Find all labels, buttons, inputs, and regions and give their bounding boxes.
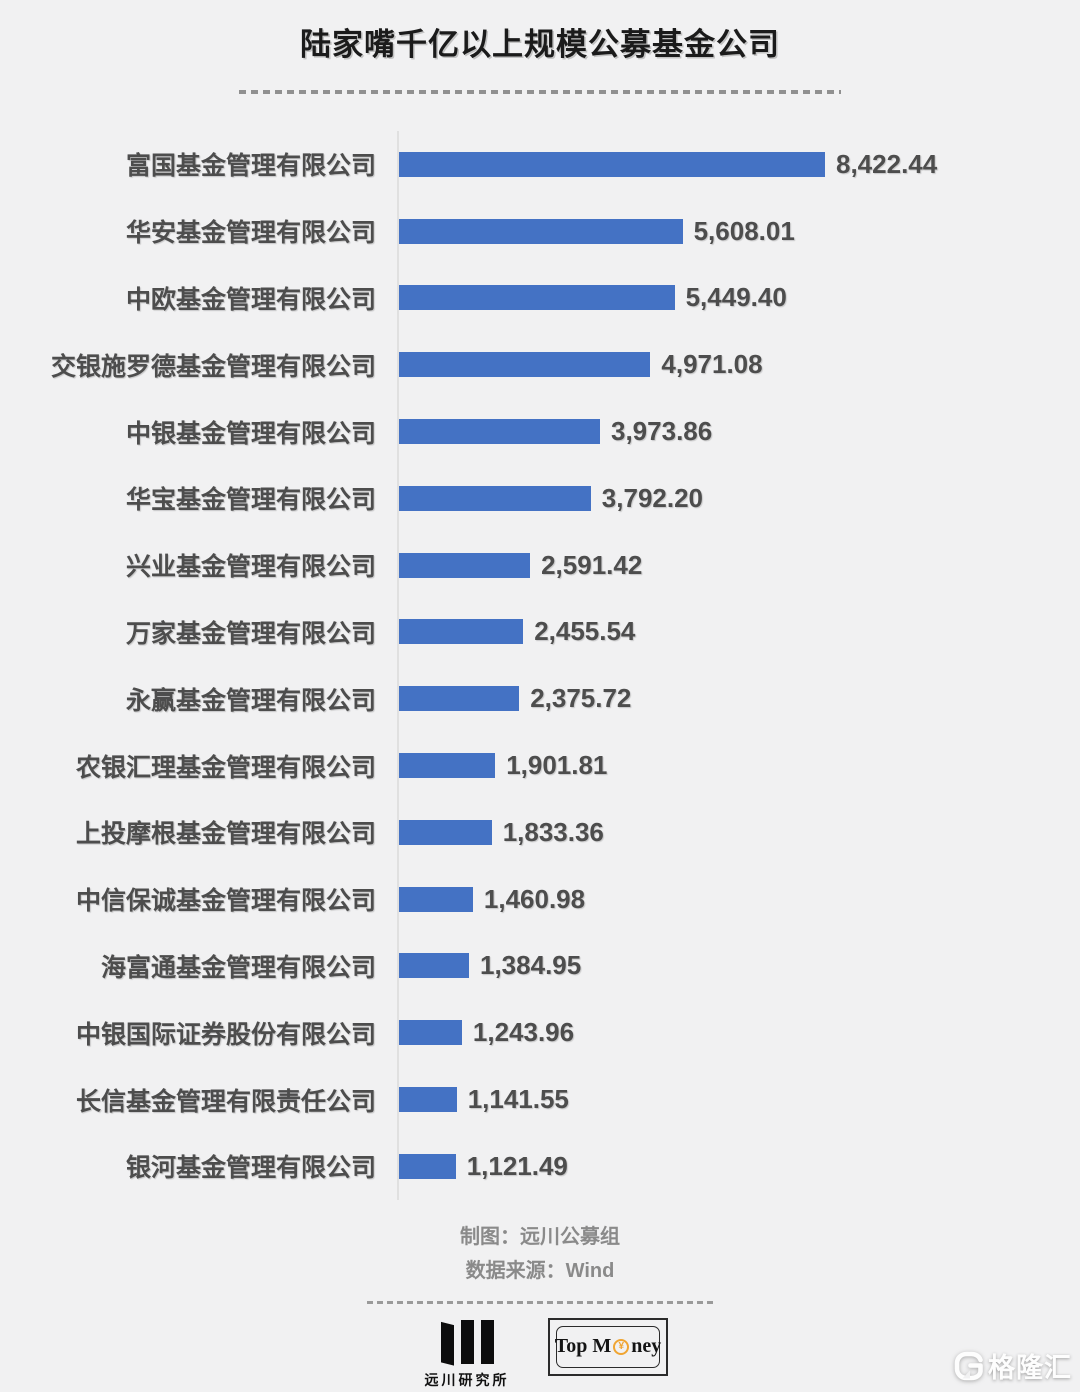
chart-row: 中银基金管理有限公司 3,973.86 (0, 398, 1080, 465)
bar (399, 686, 520, 712)
bar-value-label: 1,141.55 (467, 1084, 569, 1115)
gelonghui-text: 格隆汇 (988, 1353, 1072, 1383)
credit-source: 数据来源：Wind (465, 1259, 615, 1282)
bar (399, 485, 591, 511)
bar-value-label: 5,449.40 (685, 282, 787, 313)
topmoney-label: Top M ¥ ney (554, 1335, 662, 1358)
bar (399, 886, 473, 912)
chart-row: 交银施罗德基金管理有限公司 4,971.08 (0, 331, 1080, 399)
bar (399, 419, 600, 445)
bar-track: 4,971.08 (397, 331, 1080, 399)
bar-value-label: 3,792.20 (601, 482, 704, 513)
chart-row: 华安基金管理有限公司 5,608.01 (0, 197, 1080, 265)
bar (399, 352, 651, 378)
bar-value-label: 5,608.01 (693, 215, 795, 246)
bar-value-label: 1,243.96 (472, 1017, 575, 1048)
bar-category-label: 银河基金管理有限公司 (125, 1154, 376, 1183)
bar-track: 3,792.20 (397, 464, 1080, 532)
topmoney-inner-border (556, 1325, 660, 1368)
bar-value-label: 4,971.08 (661, 349, 763, 380)
yuanchuan-logo: 远川研究所 YuanChuan Institution (412, 1318, 522, 1392)
chart-row: 农银汇理基金管理有限公司 1,901.81 (0, 732, 1080, 799)
bar-value-label: 1,833.36 (502, 816, 604, 847)
gelonghui-watermark: 格隆汇 (954, 1346, 1072, 1385)
bar-value-label: 3,973.86 (611, 416, 713, 447)
bar-value-label: 2,375.72 (530, 683, 632, 714)
bar-value-label: 1,121.49 (466, 1150, 568, 1181)
yuanchuan-name-cn: 远川研究所 (424, 1371, 510, 1388)
bar-category-label: 中银国际证券股份有限公司 (75, 1020, 376, 1049)
chart-row: 长信基金管理有限责任公司 1,141.55 (0, 1066, 1080, 1133)
bar-category-label: 万家基金管理有限公司 (125, 619, 376, 648)
bar-track: 2,591.42 (397, 531, 1080, 599)
chart-row: 中欧基金管理有限公司 5,449.40 (0, 264, 1080, 332)
bar (399, 285, 675, 311)
bar-category-label: 长信基金管理有限责任公司 (75, 1087, 376, 1116)
bar-category-label: 农银汇理基金管理有限公司 (75, 753, 376, 782)
bar-track: 1,384.95 (397, 932, 1080, 1000)
bar (399, 552, 531, 578)
bar (399, 619, 524, 645)
bar-value-label: 1,901.81 (506, 750, 608, 781)
bar-track: 1,901.81 (397, 732, 1080, 799)
bar-value-label: 2,591.42 (541, 549, 643, 580)
yuanchuan-bars-icon (412, 1318, 522, 1366)
bar-category-label: 兴业基金管理有限公司 (125, 553, 376, 582)
chart-row: 万家基金管理有限公司 2,455.54 (0, 598, 1080, 666)
bar (399, 753, 496, 779)
bar-category-label: 中银基金管理有限公司 (125, 419, 376, 448)
bar (399, 1020, 462, 1046)
bar-category-label: 华宝基金管理有限公司 (125, 486, 376, 515)
page-title: 陆家嘴千亿以上规模公募基金公司 (300, 27, 780, 62)
logo-row: 远川研究所 YuanChuan Institution Top M¥ney (0, 1317, 1080, 1392)
bar-category-label: 富国基金管理有限公司 (125, 152, 376, 181)
chart-row: 永赢基金管理有限公司 2,375.72 (0, 665, 1080, 733)
chart-row: 华宝基金管理有限公司 3,792.20 (0, 464, 1080, 532)
bar-category-label: 中欧基金管理有限公司 (125, 285, 376, 314)
chart-row: 富国基金管理有限公司 8,422.44 (0, 131, 1080, 198)
bar (399, 953, 469, 979)
bar-value-label: 2,455.54 (534, 616, 636, 647)
chart-row: 上投摩根基金管理有限公司 1,833.36 (0, 798, 1080, 866)
bar-track: 1,243.96 (397, 999, 1080, 1067)
bar-track: 8,422.44 (397, 131, 1080, 198)
chart-row: 兴业基金管理有限公司 2,591.42 (0, 531, 1080, 599)
bar-value-label: 1,384.95 (480, 950, 582, 981)
chart-row: 海富通基金管理有限公司 1,384.95 (0, 932, 1080, 1000)
bar-track: 1,121.49 (397, 1132, 1080, 1200)
chart-row: 中银国际证券股份有限公司 1,243.96 (0, 999, 1080, 1067)
bar-track: 1,460.98 (397, 865, 1080, 933)
coin-icon: ¥ (613, 1338, 630, 1355)
bar-chart: 富国基金管理有限公司 8,422.44 华安基金管理有限公司 5,608.01 中欧基金… (0, 131, 1080, 1200)
chart-row: 中信保诚基金管理有限公司 1,460.98 (0, 865, 1080, 933)
top-dashed-divider (239, 90, 841, 94)
bottom-dashed-divider (367, 1300, 713, 1304)
credits-block: 制图：远川公募组 数据来源：Wind (0, 1220, 1080, 1288)
topmoney-logo: Top M ¥ ney (548, 1317, 668, 1376)
bar-value-label: 8,422.44 (836, 148, 938, 179)
bar-category-label: 华安基金管理有限公司 (125, 219, 376, 248)
credit-author: 制图：远川公募组 (460, 1225, 620, 1248)
bar (399, 1087, 457, 1113)
bar-track: 5,449.40 (397, 264, 1080, 332)
bar-track: 3,973.86 (397, 398, 1080, 465)
bar (399, 1153, 456, 1179)
bar (399, 819, 492, 845)
bar-track: 2,455.54 (397, 598, 1080, 666)
bar (399, 218, 683, 244)
bar-category-label: 上投摩根基金管理有限公司 (75, 820, 376, 849)
bar (399, 151, 825, 177)
bar-track: 1,833.36 (397, 798, 1080, 866)
bar-track: 5,608.01 (397, 197, 1080, 265)
bar-category-label: 永赢基金管理有限公司 (125, 686, 376, 715)
gelonghui-g-icon (954, 1351, 983, 1380)
bar-category-label: 海富通基金管理有限公司 (100, 953, 376, 982)
bar-category-label: 交银施罗德基金管理有限公司 (50, 352, 376, 381)
chart-row: 银河基金管理有限公司 1,121.49 (0, 1132, 1080, 1200)
bar-value-label: 1,460.98 (483, 883, 586, 914)
bar-track: 1,141.55 (397, 1066, 1080, 1133)
bar-track: 2,375.72 (397, 665, 1080, 733)
bar-category-label: 中信保诚基金管理有限公司 (75, 887, 376, 916)
